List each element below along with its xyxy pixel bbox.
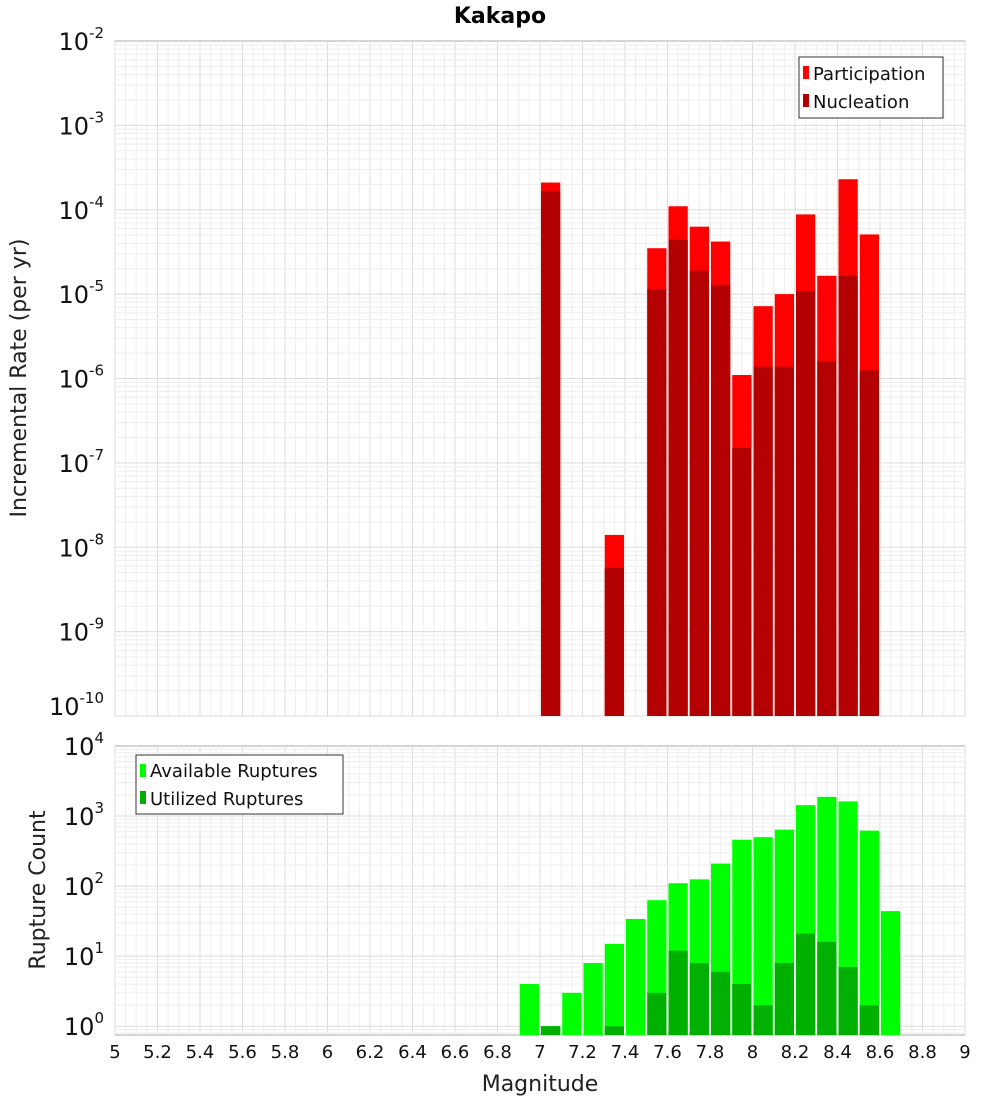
x-tick-label: 5.4 (186, 1042, 215, 1063)
bar-nucleation (774, 366, 794, 716)
x-tick-label: 8.8 (908, 1042, 937, 1063)
available-legend-label: Available Ruptures (150, 761, 318, 782)
nucleation-legend-swatch (803, 94, 809, 107)
magnitude-x-ticks: 5 5.2 5.4 5.6 5.8 6 6.2 6.4 6.6 6.8 7 7.2 7.4 7.6 7.8 8… (109, 1042, 970, 1063)
count-bars (519, 796, 901, 1035)
bar-available-ruptures (626, 918, 646, 1035)
bar-utilized-ruptures (817, 941, 837, 1035)
bar-utilized-ruptures (541, 1026, 561, 1035)
x-tick-label: 5.6 (228, 1042, 257, 1063)
y-tick-label: 102 (64, 869, 104, 901)
y-tick-label: 101 (64, 939, 104, 971)
x-tick-label: 6.8 (483, 1042, 512, 1063)
x-tick-label: 5.2 (143, 1042, 172, 1063)
utilized-legend-label: Utilized Ruptures (150, 789, 303, 810)
rate-bars (541, 179, 879, 717)
bar-utilized-ruptures (711, 971, 731, 1035)
bar-utilized-ruptures (753, 1005, 773, 1035)
x-tick-label: 9 (959, 1042, 970, 1063)
count-y-ticks: 104 103 102 101 100 (64, 729, 104, 1041)
bar-available-ruptures (519, 984, 539, 1035)
rate-y-ticks: 10-2 10-3 10-4 10-5 10-6 10-7 10-8 10-9 10-10 (49, 24, 104, 721)
bar-nucleation (732, 448, 752, 716)
bar-utilized-ruptures (838, 967, 858, 1035)
bar-nucleation (689, 270, 709, 716)
bar-utilized-ruptures (859, 1005, 879, 1035)
bar-utilized-ruptures (604, 1026, 624, 1035)
y-tick-label: 10-2 (58, 24, 104, 56)
x-tick-label: 7.6 (653, 1042, 682, 1063)
x-tick-label: 6.4 (398, 1042, 427, 1063)
bar-available-ruptures (859, 830, 879, 1035)
y-tick-label: 10-3 (58, 108, 104, 140)
x-tick-label: 6.6 (441, 1042, 470, 1063)
count-y-axis-label: Rupture Count (26, 810, 51, 970)
bar-nucleation (647, 289, 667, 716)
y-tick-label: 10-8 (58, 530, 104, 562)
bar-nucleation (796, 291, 816, 716)
y-tick-label: 10-7 (58, 446, 104, 478)
bar-available-ruptures (881, 911, 901, 1035)
nucleation-legend-label: Nucleation (813, 92, 909, 113)
y-tick-label: 10-4 (58, 193, 104, 225)
bar-available-ruptures (604, 943, 624, 1035)
x-tick-label: 8.4 (823, 1042, 852, 1063)
x-tick-label: 7.4 (611, 1042, 640, 1063)
bar-utilized-ruptures (689, 962, 709, 1035)
bar-nucleation (604, 567, 624, 716)
y-tick-label: 10-9 (58, 615, 104, 647)
bar-nucleation (817, 361, 837, 716)
x-tick-label: 8 (747, 1042, 758, 1063)
available-legend-swatch (140, 764, 146, 777)
rate-legend-box (798, 56, 944, 119)
x-tick-label: 7 (534, 1042, 545, 1063)
bar-utilized-ruptures (647, 992, 667, 1035)
x-tick-label: 5 (109, 1042, 120, 1063)
participation-legend-label: Participation (813, 64, 925, 85)
y-tick-label: 103 (64, 799, 104, 831)
x-tick-label: 6.2 (356, 1042, 385, 1063)
participation-legend-swatch (803, 66, 809, 79)
bar-nucleation (711, 285, 731, 716)
count-legend: Available Ruptures Utilized Ruptures (135, 754, 344, 815)
bar-available-ruptures (753, 837, 773, 1035)
x-tick-label: 5.8 (271, 1042, 300, 1063)
count-panel: 104 103 102 101 100 5 5.2 5.4 5.6 5.8 6 6.2 6.4 6.6 6… (26, 729, 971, 1097)
x-tick-label: 7.2 (568, 1042, 597, 1063)
bar-utilized-ruptures (774, 962, 794, 1035)
bar-nucleation (753, 366, 773, 716)
rate-panel: 10-2 10-3 10-4 10-5 10-6 10-7 10-8 10-9 10-10 In… (7, 24, 966, 721)
x-axis-label: Magnitude (482, 1072, 599, 1097)
bar-nucleation (668, 239, 688, 716)
y-tick-label: 100 (64, 1009, 104, 1041)
count-legend-box (135, 754, 344, 815)
bar-utilized-ruptures (732, 984, 752, 1035)
x-tick-label: 7.8 (696, 1042, 725, 1063)
bar-utilized-ruptures (668, 950, 688, 1035)
bar-nucleation (838, 275, 858, 716)
utilized-legend-swatch (140, 791, 146, 804)
x-tick-label: 6 (322, 1042, 333, 1063)
y-tick-label: 10-5 (58, 277, 104, 309)
bar-available-ruptures (583, 962, 603, 1035)
y-tick-label: 10-10 (49, 689, 104, 721)
chart-title: Kakapo (454, 4, 546, 29)
x-tick-label: 8.6 (866, 1042, 895, 1063)
y-tick-label: 10-6 (58, 362, 104, 394)
rate-legend: Participation Nucleation (798, 56, 944, 119)
x-tick-label: 8.2 (781, 1042, 810, 1063)
rate-gridlines (114, 41, 966, 717)
bar-nucleation (541, 191, 561, 717)
y-tick-label: 104 (64, 729, 104, 761)
rate-y-axis-label: Incremental Rate (per yr) (7, 239, 32, 518)
bar-nucleation (859, 370, 879, 716)
bar-available-ruptures (562, 992, 582, 1035)
bar-utilized-ruptures (796, 933, 816, 1035)
